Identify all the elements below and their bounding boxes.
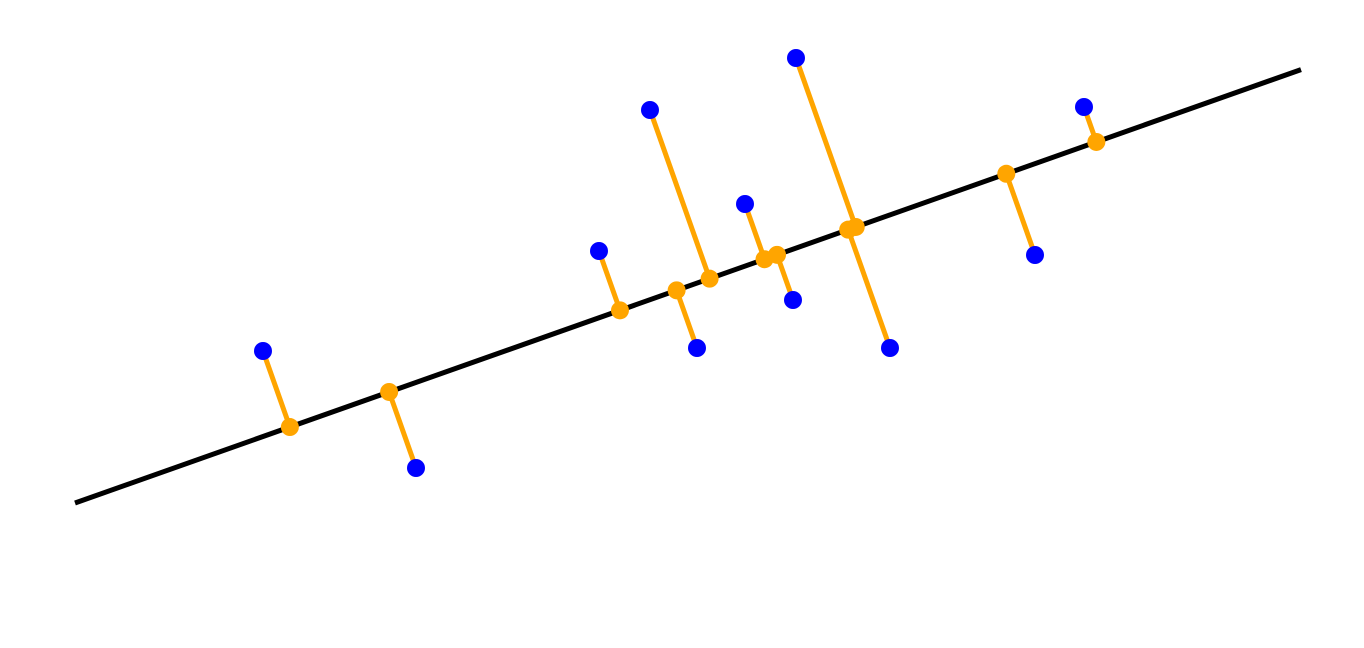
projection-segment bbox=[647, 109, 712, 280]
projected-point bbox=[997, 164, 1016, 183]
projected-point bbox=[380, 382, 399, 401]
projected-point bbox=[667, 281, 686, 300]
data-point bbox=[1026, 246, 1044, 264]
data-point bbox=[590, 242, 608, 260]
projection-segment bbox=[793, 57, 859, 228]
projection-segment bbox=[742, 203, 767, 261]
projection-segment bbox=[386, 391, 419, 469]
projected-point bbox=[610, 301, 629, 320]
data-point bbox=[787, 49, 805, 67]
data-points bbox=[254, 49, 1093, 477]
projected-point bbox=[1087, 132, 1106, 151]
projection-segment bbox=[1003, 172, 1038, 256]
projected-point bbox=[839, 220, 858, 239]
projected-point bbox=[280, 418, 299, 437]
projection-segment bbox=[845, 228, 893, 349]
projection-segment bbox=[674, 289, 700, 349]
projection-segment bbox=[260, 350, 293, 428]
projected-point bbox=[768, 245, 787, 264]
data-point bbox=[254, 342, 272, 360]
data-point bbox=[688, 339, 706, 357]
projected-point bbox=[700, 269, 719, 288]
regression-line bbox=[74, 67, 1302, 506]
projection-segments bbox=[260, 57, 1099, 469]
data-point bbox=[881, 339, 899, 357]
projected-points bbox=[280, 132, 1106, 437]
data-point bbox=[736, 195, 754, 213]
data-point bbox=[1075, 98, 1093, 116]
data-point bbox=[407, 459, 425, 477]
data-point bbox=[784, 291, 802, 309]
projection-segment bbox=[596, 250, 623, 312]
data-point bbox=[641, 101, 659, 119]
